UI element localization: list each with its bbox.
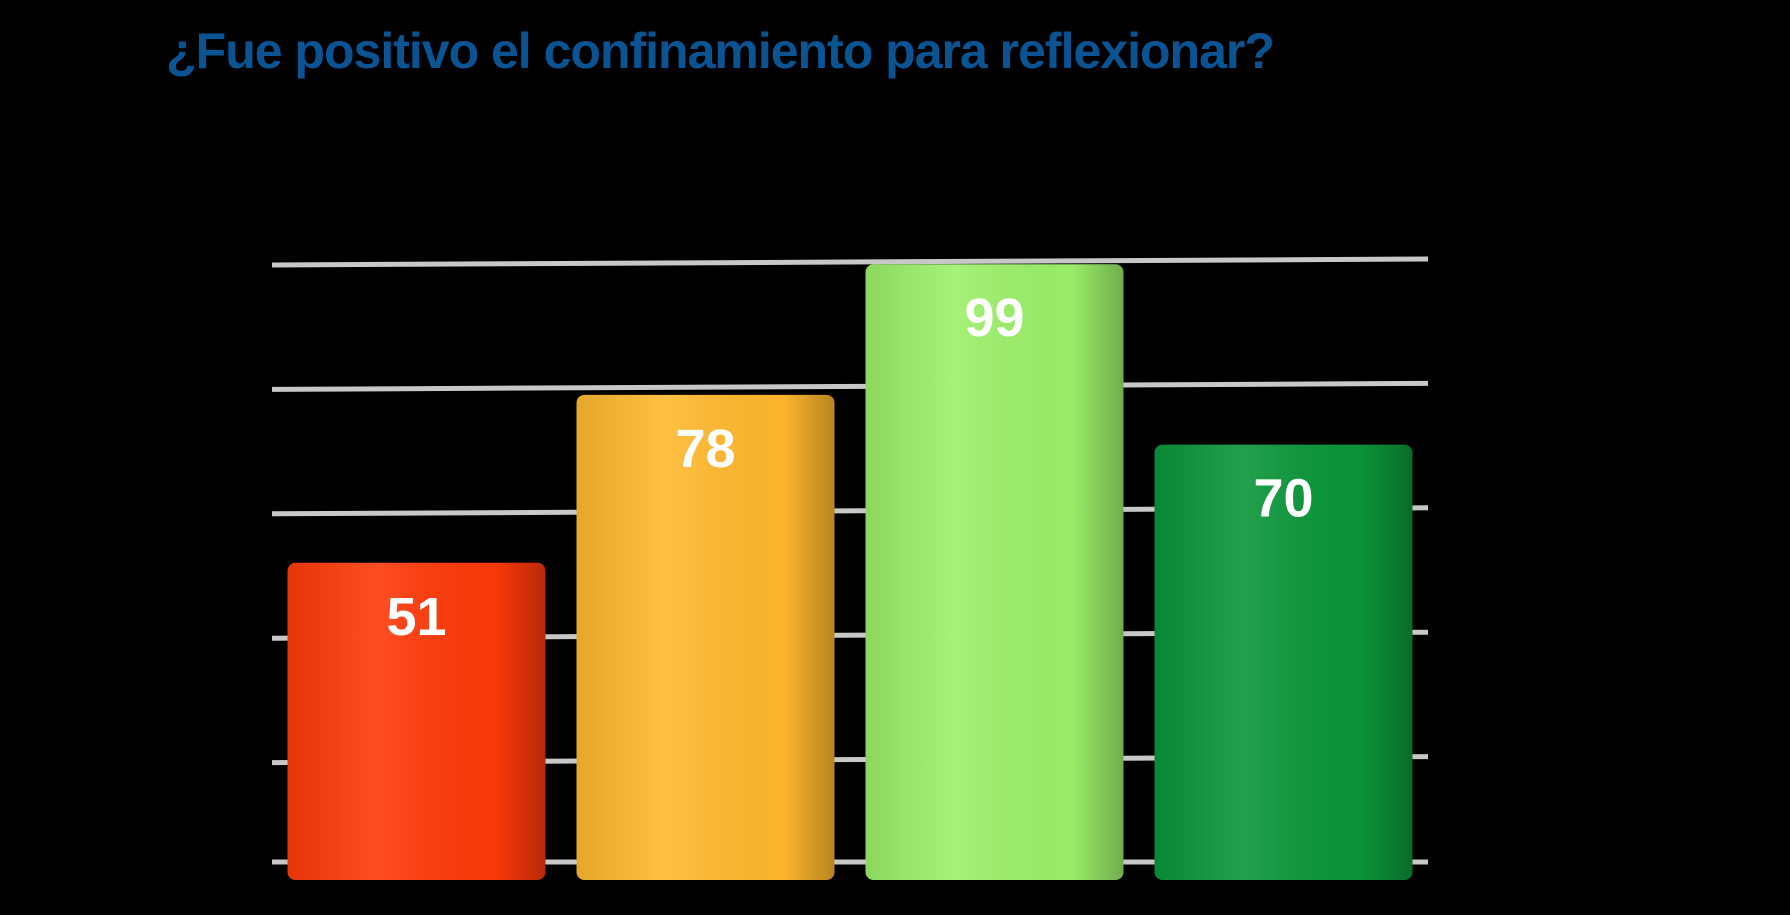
data-label: 70 bbox=[1253, 469, 1313, 529]
data-label: 51 bbox=[386, 587, 446, 647]
bar-shading bbox=[865, 264, 1124, 881]
data-labels: 51 78 99 70 bbox=[386, 288, 1313, 647]
bar-shading bbox=[287, 562, 546, 880]
data-label: 78 bbox=[675, 419, 735, 479]
data-label: 99 bbox=[964, 288, 1024, 348]
bars bbox=[287, 264, 1413, 881]
bar-shading bbox=[1154, 444, 1413, 880]
bar-shading bbox=[576, 394, 835, 880]
gridline bbox=[271, 380, 1429, 392]
gridline bbox=[271, 256, 1429, 268]
chart-title: ¿Fue positivo el confinamiento para refl… bbox=[166, 23, 1275, 79]
